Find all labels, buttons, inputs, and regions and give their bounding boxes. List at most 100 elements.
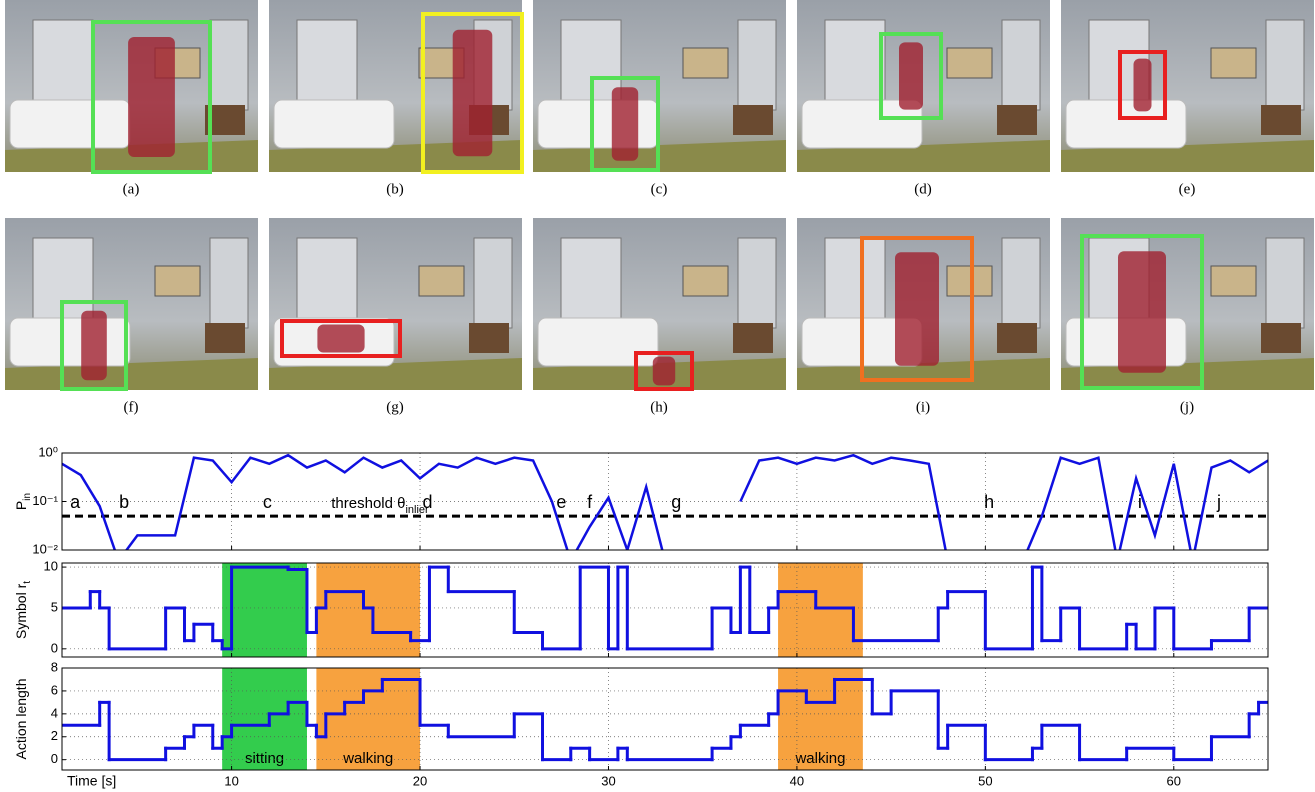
panel-caption: (a) [123,181,140,197]
x-tick-label: 10 [224,773,238,788]
annotation: e [556,492,566,512]
person [895,252,939,366]
x-axis-label: Time [s] [67,773,116,789]
shelf [210,238,248,328]
chair [205,323,245,353]
panel-caption: (i) [916,399,930,415]
shelf [738,238,776,328]
annotation: a [70,492,81,512]
picture [947,266,992,296]
person [128,37,175,157]
shelf [1002,238,1040,328]
photo [269,218,522,390]
x-tick-label: 60 [1167,773,1181,788]
region-label: sitting [245,750,284,767]
y-tick-label: 0 [51,640,58,655]
photo [533,218,786,390]
y-axis-label-sub: t [22,581,33,584]
picture [947,48,992,78]
annotation: j [1216,492,1221,512]
chair [1261,323,1301,353]
y-axis-label-main: Action length [13,679,29,760]
x-tick-label: 40 [790,773,804,788]
picture [683,266,728,296]
shelf [1266,238,1304,328]
panel-caption: (f) [124,399,139,415]
photo [1061,218,1314,390]
person [1134,59,1152,112]
shelf [297,20,357,105]
sofa [538,100,658,148]
shelf [1266,20,1304,110]
y-axis-label-main: Symbol r [13,583,29,639]
region [222,563,307,657]
sofa [274,100,394,148]
panel-caption: (g) [386,399,404,415]
annotation: c [263,492,272,512]
shelf [738,20,776,110]
person [653,357,675,386]
photo [797,218,1050,390]
chair [469,323,509,353]
y-axis-label-sub: in [22,493,33,501]
panel-caption: (h) [650,399,668,415]
shelf [210,20,248,110]
panel-caption: (c) [651,181,668,197]
picture [1211,48,1256,78]
y-axis-label: Pin [13,493,33,510]
shelf [297,238,357,323]
person [81,311,107,381]
photo [5,218,258,390]
sofa [10,318,130,366]
shelf [825,20,885,105]
figure: (a) (b) (c) (d) (e) (f) (g) (h) (i) (j) 10⁻² 10⁻¹ 10… [0,0,1315,792]
person [453,30,493,156]
y-tick-label: 5 [51,599,58,614]
person [1118,251,1166,373]
y-tick-label: 4 [51,705,58,720]
photo [1061,0,1314,172]
person [899,42,923,109]
y-tick-label: 10⁻¹ [32,493,58,508]
photo [5,0,258,172]
region-label: walking [342,750,393,767]
picture [419,266,464,296]
picture [683,48,728,78]
annotation: h [984,492,994,512]
photo [797,0,1050,172]
y-tick-label: 6 [51,682,58,697]
panel-caption: (d) [914,181,932,197]
y-tick-label: 8 [51,659,58,674]
picture [155,266,200,296]
shelf [33,20,93,105]
y-tick-label: 10 [44,559,58,574]
chair [733,323,773,353]
region-label: walking [794,750,845,767]
panel-caption: (j) [1180,399,1194,415]
y-axis-label: Symbol rt [13,581,33,639]
y-tick-label: 10⁻² [32,541,58,556]
picture [1211,266,1256,296]
person [317,325,364,353]
shelf [1002,20,1040,110]
sofa [1066,100,1186,148]
y-axis-label: Action length [13,679,29,760]
region [316,563,420,657]
annotation: b [119,492,129,512]
shelf [474,238,512,328]
y-tick-label: 0 [51,751,58,766]
y-tick-label: 2 [51,728,58,743]
chair [997,105,1037,135]
threshold-label-main: threshold θ [331,495,405,512]
x-tick-label: 30 [601,773,615,788]
panel-caption: (b) [386,181,404,197]
y-tick-label: 10⁰ [38,444,58,459]
sofa [538,318,658,366]
panel-caption: (e) [1179,181,1196,197]
chair [1261,105,1301,135]
chair [997,323,1037,353]
person [612,87,638,161]
region [778,563,863,657]
annotation: g [671,492,681,512]
photo [533,0,786,172]
